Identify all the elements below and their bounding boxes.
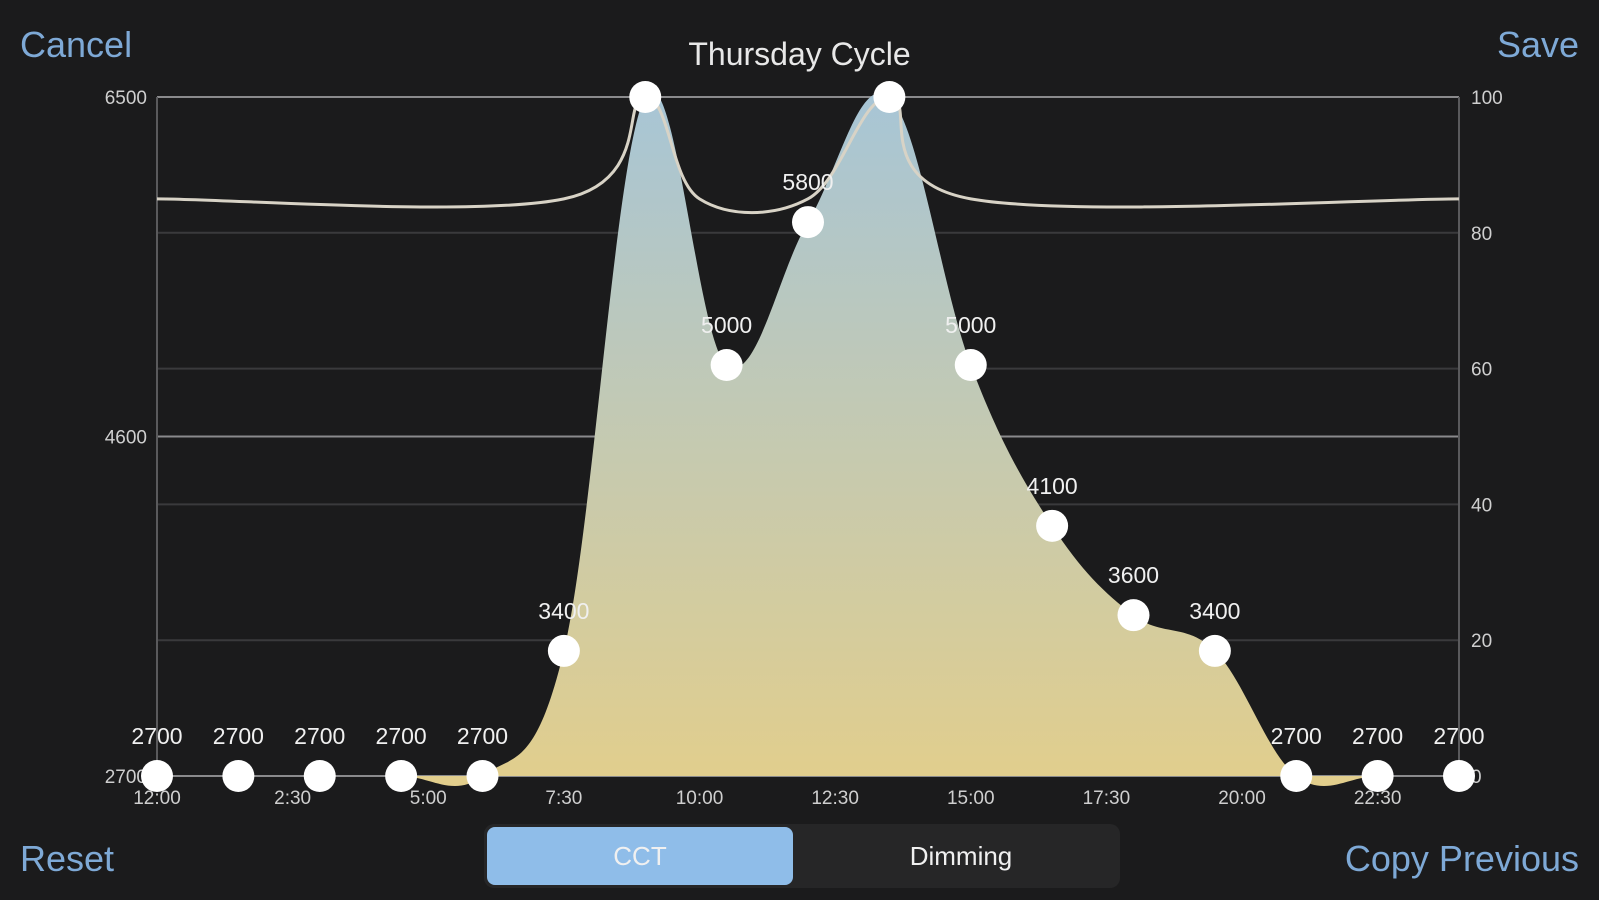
right-tick-label: 80 <box>1471 224 1492 245</box>
x-tick-label: 5:00 <box>410 788 447 809</box>
dimming-series-line <box>156 95 1460 214</box>
cct-point-label: 3400 <box>538 598 589 624</box>
cct-point-handle[interactable] <box>629 81 662 113</box>
cct-point-label: 2700 <box>213 723 264 749</box>
x-tick-label: 17:30 <box>1083 788 1131 809</box>
left-tick-label: 6500 <box>105 88 147 109</box>
mode-segmented-control: CCT Dimming <box>484 824 1120 888</box>
cct-point-label: 4100 <box>1027 473 1078 499</box>
cct-segment[interactable]: CCT <box>487 827 793 885</box>
x-tick-label: 15:00 <box>947 788 995 809</box>
cct-point-label: 2700 <box>294 723 345 749</box>
cancel-button[interactable]: Cancel <box>20 24 133 65</box>
right-tick-label: 40 <box>1471 495 1492 516</box>
cct-point-handle[interactable] <box>1443 760 1475 792</box>
cct-point-label: 5000 <box>945 312 996 338</box>
cct-point-label: 3400 <box>1189 598 1240 624</box>
cct-point-handle[interactable] <box>954 349 987 382</box>
cct-point-label: 2700 <box>1352 723 1403 749</box>
cct-point-handle[interactable] <box>1036 509 1069 542</box>
x-tick-label: 12:30 <box>811 788 859 809</box>
cct-point-handle[interactable] <box>222 760 255 792</box>
cct-point-label: 2700 <box>457 723 508 749</box>
cct-point-label: 5800 <box>782 169 833 195</box>
right-tick-label: 20 <box>1471 631 1492 652</box>
cct-point-handle[interactable] <box>466 760 499 792</box>
cct-point-handle[interactable] <box>385 760 418 792</box>
cct-point-label: 2700 <box>376 723 427 749</box>
cct-area <box>157 91 1459 787</box>
save-button[interactable]: Save <box>1496 24 1579 65</box>
cct-point-handle[interactable] <box>1198 634 1231 667</box>
x-tick-label: 10:00 <box>676 788 724 809</box>
right-tick-label: 60 <box>1471 360 1492 381</box>
cct-point-handle[interactable] <box>303 760 336 792</box>
cct-point-handle[interactable] <box>710 349 743 382</box>
cct-point-handle[interactable] <box>792 206 824 239</box>
x-tick-label: 7:30 <box>545 788 582 809</box>
cct-point-handle[interactable] <box>1280 760 1313 792</box>
x-tick-label: 2:30 <box>274 788 311 809</box>
copy-previous-button[interactable]: Copy Previous <box>1344 838 1579 879</box>
cct-point-label: 2700 <box>1271 723 1322 749</box>
cct-point-label: 2700 <box>1433 723 1484 749</box>
cct-point-handle[interactable] <box>141 760 173 792</box>
cct-point-label: 3600 <box>1108 562 1159 588</box>
left-tick-label: 2700 <box>105 767 147 788</box>
x-tick-label: 20:00 <box>1218 788 1266 809</box>
reset-button[interactable]: Reset <box>20 838 115 879</box>
x-tick-label: 22:30 <box>1354 788 1402 809</box>
left-tick-label: 4600 <box>105 428 147 449</box>
cct-point-label: 2700 <box>131 723 182 749</box>
x-tick-label: 12:00 <box>133 788 181 809</box>
dimming-line <box>156 95 1460 214</box>
right-tick-label: 0 <box>1471 767 1482 788</box>
cct-point-label: 5000 <box>701 312 752 338</box>
cct-points[interactable]: 2700 2700 2700 2700 2700 3400 5000 5800 5000 4100… <box>131 81 1485 792</box>
cct-area-fill <box>157 91 1459 787</box>
chart-title: Thursday Cycle <box>688 36 911 72</box>
dimming-segment[interactable]: Dimming <box>808 827 1114 885</box>
cct-point-handle[interactable] <box>1361 760 1394 792</box>
cct-point-handle[interactable] <box>547 634 580 667</box>
tick-labels: 12:00 2:30 5:00 7:30 10:00 12:30 15:00 17:30 20:… <box>105 88 1503 809</box>
cct-point-handle[interactable] <box>873 81 906 113</box>
cct-point-handle[interactable] <box>1117 599 1150 632</box>
right-tick-label: 100 <box>1471 88 1503 109</box>
